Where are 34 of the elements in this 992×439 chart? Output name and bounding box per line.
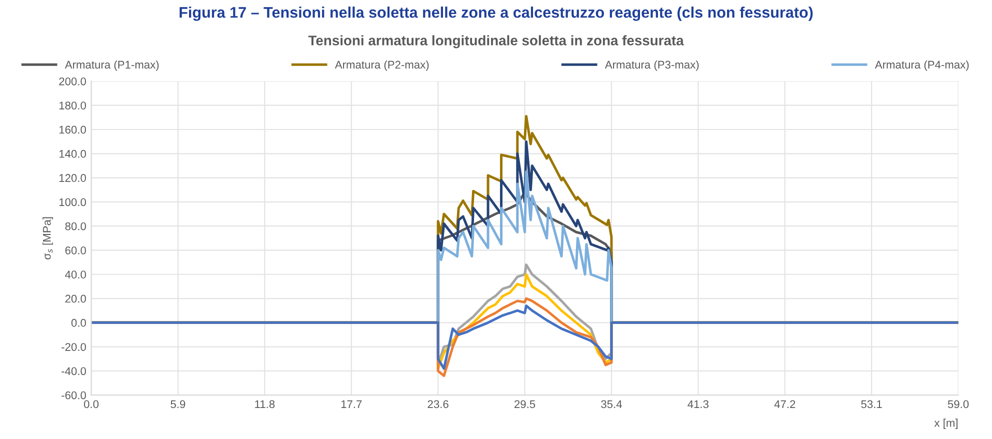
y-tick-label: 120.0 [59, 174, 86, 182]
legend-label: Armatura (P1-max) [64, 60, 159, 71]
chart-title: Tensioni armatura longitudinale soletta in zona fessurata [308, 35, 684, 48]
x-tick-label: 5.9 [170, 400, 186, 408]
x-tick-label: 53.1 [861, 400, 882, 408]
y-tick-label: 180.0 [59, 102, 86, 110]
x-tick-label: 29.5 [514, 400, 536, 408]
y-tick-label: 60.0 [65, 246, 86, 254]
x-tick-label: 41.3 [688, 400, 708, 408]
x-tick-label: 23.6 [428, 400, 448, 408]
x-tick-label: 59.0 [948, 400, 969, 408]
legend-label: Armatura (P3-max) [604, 60, 699, 71]
legend-label: Armatura (P2-max) [334, 60, 429, 71]
y-tick-label: -20.0 [62, 343, 86, 351]
y-tick-label: 100.0 [59, 198, 86, 206]
y-tick-label: -60.0 [62, 391, 86, 400]
legend-label: Armatura (P4-max) [874, 60, 969, 71]
y-tick-label: 140.0 [59, 150, 86, 158]
y-tick-label: 20.0 [65, 294, 86, 303]
y-tick-label: 200.0 [59, 77, 86, 86]
y-tick-label: -40.0 [62, 367, 86, 376]
x-axis-title: x [m] [934, 418, 958, 429]
x-tick-label: 11.8 [255, 400, 275, 408]
text: Figura 17 – Tensioni nella soletta nelle zone a calcestruzzo reagente (cls non fessurato) [180, 6, 813, 21]
x-tick-label: 0.0 [84, 400, 99, 408]
x-tick-label: 47.2 [774, 400, 796, 408]
x-tick-label: 35.4 [601, 400, 622, 408]
y-tick-label: 160.0 [59, 126, 86, 134]
y-tick-label: 40.0 [65, 270, 86, 279]
line-series [91, 304, 958, 370]
x-tick-label: 17.7 [341, 400, 362, 408]
y-tick-label: 80.0 [65, 222, 86, 230]
y-tick-label: 0.0 [71, 318, 86, 327]
y-axis-title: σ$_{s}$ [MPa] [42, 217, 53, 260]
